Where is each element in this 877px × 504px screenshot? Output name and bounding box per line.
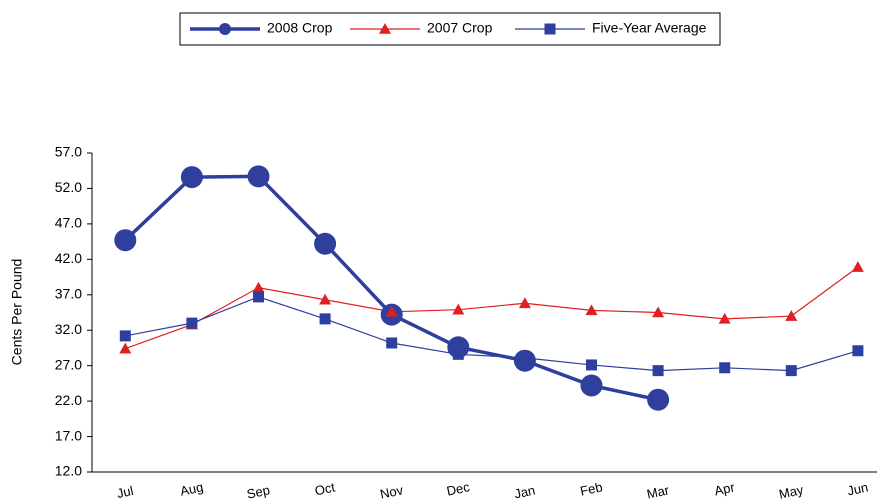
- x-tick-label: Feb: [579, 479, 604, 498]
- series-line: [125, 296, 859, 372]
- legend-marker: [379, 23, 391, 34]
- y-tick-label: 42.0: [55, 250, 82, 266]
- data-point: [580, 374, 603, 397]
- y-tick-label: 22.0: [55, 392, 82, 408]
- x-tick-label: Oct: [313, 479, 336, 498]
- data-point: [785, 310, 798, 321]
- data-point: [119, 342, 132, 354]
- data-point: [719, 362, 731, 374]
- x-tick-label: Mar: [645, 482, 671, 501]
- data-point: [647, 388, 670, 411]
- data-point: [586, 359, 597, 371]
- data-point: [386, 337, 398, 349]
- series-line: [125, 266, 859, 350]
- legend-marker: [544, 23, 556, 35]
- series-line: [124, 174, 659, 402]
- data-point: [452, 348, 464, 360]
- data-point: [319, 313, 331, 325]
- data-point: [253, 291, 264, 303]
- y-tick-label: 17.0: [55, 427, 82, 443]
- data-point: [851, 261, 864, 272]
- legend-marker: [219, 23, 231, 35]
- y-tick-label: 57.0: [55, 144, 82, 160]
- data-point: [119, 330, 131, 342]
- y-tick-label: 32.0: [55, 321, 82, 337]
- x-tick-label: Sep: [245, 482, 271, 501]
- data-point: [114, 229, 137, 252]
- legend-label: 2008 Crop: [267, 20, 333, 36]
- data-point: [314, 232, 337, 255]
- data-point: [852, 345, 864, 357]
- y-tick-label: 27.0: [55, 356, 82, 372]
- x-tick-label: Aug: [179, 479, 205, 498]
- data-point: [652, 365, 664, 377]
- x-tick-label: Apr: [713, 479, 737, 498]
- x-tick-label: Jan: [513, 482, 537, 501]
- legend-label: 2007 Crop: [427, 20, 493, 36]
- data-point: [518, 297, 531, 309]
- y-tick-label: 52.0: [55, 179, 82, 195]
- data-point: [385, 305, 398, 317]
- data-point: [519, 352, 531, 364]
- x-tick-label: Nov: [379, 482, 405, 502]
- data-point: [785, 365, 797, 377]
- y-tick-label: 47.0: [55, 215, 82, 231]
- data-point: [718, 312, 731, 324]
- data-point: [252, 281, 265, 293]
- x-tick-label: Dec: [445, 479, 471, 499]
- x-tick-label: May: [778, 482, 806, 502]
- x-tick-label: Jun: [846, 479, 870, 498]
- legend-label: Five-Year Average: [592, 20, 707, 36]
- data-point: [585, 304, 598, 316]
- legend-box: [179, 12, 721, 46]
- data-point: [247, 165, 270, 188]
- data-point: [652, 306, 665, 318]
- data-point: [186, 317, 198, 329]
- data-point: [319, 293, 332, 305]
- data-point: [180, 166, 203, 189]
- y-axis-label: Cents Per Pound: [9, 259, 25, 366]
- y-tick-label: 12.0: [55, 463, 82, 479]
- data-point: [452, 303, 465, 315]
- x-tick-label: Jul: [115, 483, 134, 501]
- y-tick-label: 37.0: [55, 285, 82, 301]
